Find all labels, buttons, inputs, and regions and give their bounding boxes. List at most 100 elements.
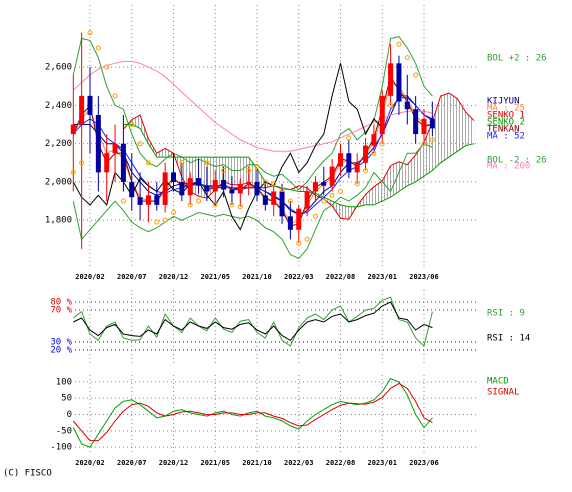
candle-body — [329, 166, 335, 186]
psar-dot — [413, 72, 419, 78]
line — [72, 377, 433, 448]
y-tick-label: 30 % — [50, 338, 72, 348]
x-tick-label: 2022/08 — [326, 273, 356, 281]
psar-dot — [137, 141, 143, 147]
y-tick-label: 1,800 — [45, 216, 72, 226]
x-tick-label: 2021/10 — [242, 273, 272, 281]
psar-dot — [246, 167, 252, 173]
y-tick-label: 2,000 — [45, 177, 72, 187]
psar-dot — [262, 179, 268, 185]
line — [72, 36, 433, 191]
legend-label: KIJYUN — [487, 97, 520, 107]
psar-dot — [120, 198, 126, 204]
psar-dot — [212, 202, 218, 208]
candle-body — [112, 143, 118, 154]
psar-dot — [404, 55, 410, 61]
psar-dot — [346, 135, 352, 141]
legend-label: SENKO 1 — [487, 111, 525, 121]
candle-body — [354, 162, 360, 173]
psar-dot — [187, 202, 193, 208]
candle-body — [296, 208, 302, 230]
psar-dot — [321, 198, 327, 204]
x-tick-label: 2021/05 — [200, 273, 230, 281]
psar-dot — [296, 240, 302, 246]
y-tick-label: 2,400 — [45, 101, 72, 111]
x-tick-label: 2022/03 — [284, 459, 314, 467]
psar-dot — [354, 181, 360, 187]
psar-dot — [70, 169, 76, 175]
lagging-line — [72, 63, 383, 231]
candle-body — [221, 180, 227, 190]
candle-body — [379, 95, 385, 135]
candle-body — [312, 181, 318, 192]
legend-label: BOL -2 : 26 — [487, 156, 547, 166]
candle-body — [246, 181, 252, 184]
psar-dot — [279, 187, 285, 193]
candle-body — [237, 183, 243, 194]
y-tick-label: -100 — [50, 443, 72, 453]
candle-body — [229, 189, 235, 194]
x-tick-label: 2020/02 — [75, 273, 105, 281]
candle-body — [95, 114, 101, 173]
psar-dot — [312, 213, 318, 219]
y-tick-label: -50 — [56, 426, 72, 436]
candle-body — [388, 63, 394, 96]
x-tick-label: 2023/01 — [367, 459, 397, 467]
candle-body — [204, 185, 210, 192]
candle-body — [304, 191, 310, 209]
candle-body — [120, 143, 126, 182]
legend-label: MA : 52 — [487, 132, 525, 142]
candle-body — [187, 178, 193, 196]
legend-label: MA : 25 — [487, 104, 525, 114]
psar-dot — [329, 192, 335, 198]
psar-dot — [196, 198, 202, 204]
psar-dot — [104, 64, 110, 70]
psar-dot — [179, 160, 185, 166]
psar-dot — [112, 93, 118, 99]
y-tick-label: 2,200 — [45, 139, 72, 149]
y-tick-label: 50 — [61, 394, 72, 404]
psar-dot — [254, 164, 260, 170]
x-tick-label: 2022/03 — [284, 273, 314, 281]
psar-dot — [87, 30, 93, 36]
psar-dot — [363, 167, 369, 173]
x-tick-label: 2021/10 — [242, 459, 272, 467]
candle-body — [79, 95, 85, 125]
candle-body — [87, 95, 93, 115]
candle-body — [170, 172, 177, 182]
y-tick-label: 70 % — [50, 306, 72, 316]
candle-body — [129, 181, 135, 198]
candle-body — [363, 145, 369, 163]
x-tick-label: 2022/08 — [326, 459, 356, 467]
candle-body — [346, 153, 352, 173]
psar-dot — [304, 236, 310, 242]
psar-dot — [338, 188, 343, 194]
legend-label: TENKAN — [487, 125, 520, 135]
x-tick-label: 2023/01 — [367, 273, 397, 281]
y-tick-label: 80 % — [50, 298, 72, 308]
line — [72, 97, 433, 215]
x-tick-label: 2020/07 — [117, 273, 147, 281]
candle-body — [196, 178, 202, 186]
line — [72, 60, 433, 152]
legend-label: MA : 200 — [487, 162, 530, 172]
legend-label: SIGNAL — [487, 388, 520, 398]
x-tick-label: 2020/12 — [159, 459, 189, 467]
psar-dot — [271, 181, 277, 187]
candle-body — [279, 191, 285, 217]
y-tick-label: 2,600 — [45, 63, 72, 73]
psar-dot — [162, 217, 168, 223]
psar-dot — [379, 141, 385, 147]
psar-dot — [388, 102, 394, 108]
candle-body — [421, 118, 427, 135]
candle-body — [429, 118, 435, 129]
psar-dot — [171, 210, 176, 216]
candle-body — [321, 181, 327, 186]
candle-body — [287, 216, 293, 230]
x-tick-label: 2020/07 — [117, 459, 147, 467]
x-tick-label: 2020/02 — [75, 459, 105, 467]
y-tick-label: 20 % — [50, 346, 72, 356]
line — [72, 143, 433, 260]
legend-label: RSI : 14 — [487, 334, 530, 344]
candle-body — [413, 109, 419, 135]
